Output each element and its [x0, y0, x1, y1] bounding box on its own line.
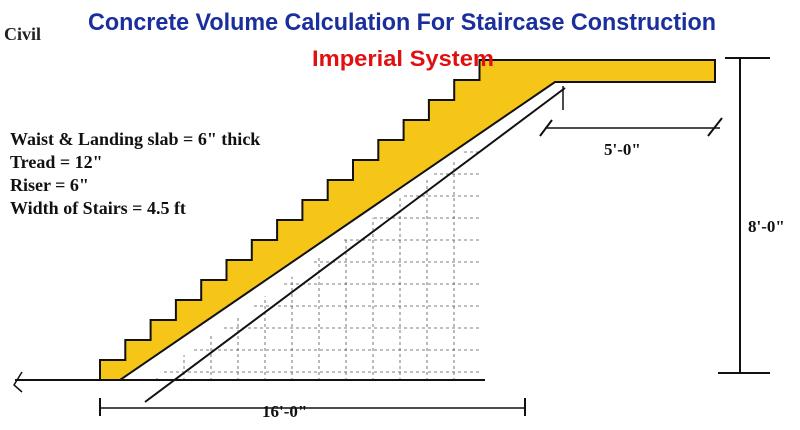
- spec-line: Width of Stairs = 4.5 ft: [10, 198, 186, 218]
- break-mark: [13, 371, 23, 393]
- spec-line: Waist & Landing slab = 6" thick: [10, 129, 260, 149]
- spec-line: Tread = 12": [10, 152, 103, 172]
- logo: Civil: [4, 24, 41, 44]
- slab-soffit: [144, 87, 566, 403]
- spec-line: Riser = 6": [10, 175, 89, 195]
- dimension-tick: [539, 119, 553, 137]
- dimension-tick: [707, 117, 723, 137]
- dimension-label: 16'-0": [262, 402, 307, 421]
- dimension-label: 8'-0": [748, 217, 785, 236]
- dimension-label: 5'-0": [604, 140, 641, 159]
- staircase: [99, 59, 716, 381]
- title: Concrete Volume Calculation For Staircas…: [88, 9, 716, 36]
- subtitle: Imperial System: [312, 46, 494, 71]
